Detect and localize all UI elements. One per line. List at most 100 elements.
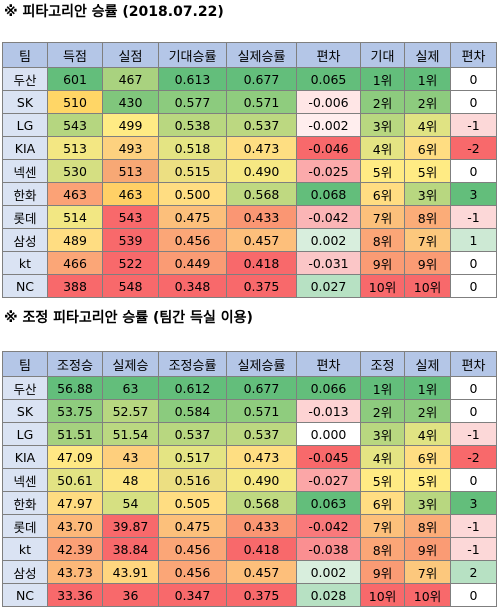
table-cell: 530: [47, 159, 103, 183]
team-name-cell: 넥센: [2, 468, 48, 492]
table-cell: 56.88: [47, 376, 103, 400]
table-cell: 5위: [360, 468, 405, 492]
table-cell: 4위: [404, 422, 451, 446]
table-cell: 47.97: [47, 491, 103, 515]
table-cell: 0.537: [158, 422, 227, 446]
table-cell: 539: [102, 228, 159, 252]
column-header-col4: 조정승률: [158, 351, 227, 377]
table-cell: 0.002: [296, 560, 361, 584]
table-cell: 3: [450, 491, 497, 515]
table-cell: 52.57: [102, 399, 159, 423]
table-cell: 43.73: [47, 560, 103, 584]
table-cell: 9위: [360, 251, 405, 275]
team-name-cell: kt: [2, 537, 48, 561]
table-row: 롯데 43.70 39.87 0.475 0.433 -0.042 7위 8위 -1: [2, 514, 497, 538]
team-name-cell: LG: [2, 422, 48, 446]
team-name-cell: NC: [2, 583, 48, 607]
header-row: 팀 득점 실점 기대승률 실제승률 편차 기대 실제 편차: [2, 42, 497, 68]
table-row: kt 42.39 38.84 0.456 0.418 -0.038 8위 9위 -1: [2, 537, 497, 561]
table-cell: 0.517: [158, 445, 227, 469]
table-cell: 0: [450, 251, 497, 275]
table-cell: 0.537: [226, 113, 297, 137]
column-header-col3: 실점: [102, 42, 159, 68]
table-cell: 466: [47, 251, 103, 275]
table-cell: 0.490: [226, 468, 297, 492]
table-row: 삼성 489 539 0.456 0.457 0.002 8위 7위 1: [2, 228, 497, 252]
table-cell: -0.013: [296, 399, 361, 423]
table-cell: 33.36: [47, 583, 103, 607]
table-cell: 3: [450, 182, 497, 206]
table-cell: 0: [450, 90, 497, 114]
table-row: 넥센 50.61 48 0.516 0.490 -0.027 5위 5위 0: [2, 468, 497, 492]
table-cell: 10위: [360, 583, 405, 607]
table-cell: -1: [450, 514, 497, 538]
table-cell: 0.433: [226, 205, 297, 229]
table-cell: 0.571: [226, 399, 297, 423]
table-cell: 51.51: [47, 422, 103, 446]
table-cell: 463: [102, 182, 159, 206]
adjusted-pythagorean-table: 팀 조정승 실제승 조정승률 실제승률 편차 조정 실제 편차 두산 56.88 63 0.612 0.…: [2, 351, 497, 607]
table-cell: 0.677: [226, 67, 297, 91]
table-cell: 0.537: [226, 422, 297, 446]
table-cell: 38.84: [102, 537, 159, 561]
pythagorean-table: 팀 득점 실점 기대승률 실제승률 편차 기대 실제 편차 두산 601 467 0.613 0.677…: [2, 42, 497, 298]
table-cell: 513: [47, 136, 103, 160]
table-cell: 9위: [360, 560, 405, 584]
table-cell: 1위: [404, 376, 451, 400]
table-cell: 463: [47, 182, 103, 206]
table-row: NC 33.36 36 0.347 0.375 0.028 10위 10위 0: [2, 583, 497, 607]
table-cell: 2: [450, 560, 497, 584]
table-cell: 1위: [360, 376, 405, 400]
table-cell: 6위: [404, 445, 451, 469]
table-cell: 0.456: [158, 537, 227, 561]
team-name-cell: KIA: [2, 445, 48, 469]
table-cell: 0.568: [226, 182, 297, 206]
table-cell: 0: [450, 376, 497, 400]
team-name-cell: 롯데: [2, 205, 48, 229]
column-header-diff: 편차: [296, 351, 361, 377]
table-cell: 6위: [360, 491, 405, 515]
column-header-rank-b: 실제: [404, 351, 451, 377]
table-cell: 1위: [360, 67, 405, 91]
column-header-col2: 조정승: [47, 351, 103, 377]
table-row: LG 51.51 51.54 0.537 0.537 0.000 3위 4위 -1: [2, 422, 497, 446]
team-name-cell: 한화: [2, 182, 48, 206]
table-cell: 543: [102, 205, 159, 229]
table-cell: 514: [47, 205, 103, 229]
table-row: 삼성 43.73 43.91 0.456 0.457 0.002 9위 7위 2: [2, 560, 497, 584]
column-header-col2: 득점: [47, 42, 103, 68]
table-cell: 5위: [404, 159, 451, 183]
team-name-cell: SK: [2, 399, 48, 423]
table-cell: 5위: [404, 468, 451, 492]
table-cell: 0.577: [158, 90, 227, 114]
table-cell: 53.75: [47, 399, 103, 423]
column-header-rank-diff: 편차: [450, 42, 497, 68]
table-cell: 48: [102, 468, 159, 492]
table-cell: 0.613: [158, 67, 227, 91]
table-cell: 0: [450, 399, 497, 423]
table-cell: 7위: [360, 205, 405, 229]
table-cell: 50.61: [47, 468, 103, 492]
team-name-cell: KIA: [2, 136, 48, 160]
table-cell: 9위: [404, 537, 451, 561]
section-title: ※ 피타고리안 승률 (2018.07.22): [4, 4, 224, 20]
table-cell: 8위: [404, 514, 451, 538]
table-cell: 5위: [360, 159, 405, 183]
table-cell: -0.042: [296, 514, 361, 538]
table-row: 두산 601 467 0.613 0.677 0.065 1위 1위 0: [2, 67, 497, 91]
section-title: ※ 조정 피타고리안 승률 (팀간 득실 이용): [4, 310, 253, 326]
table-cell: 0: [450, 468, 497, 492]
table-cell: 9위: [404, 251, 451, 275]
table-cell: 0.000: [296, 422, 361, 446]
table-cell: -1: [450, 113, 497, 137]
table-cell: -0.025: [296, 159, 361, 183]
table-cell: 1: [450, 228, 497, 252]
table-cell: -0.027: [296, 468, 361, 492]
column-header-diff: 편차: [296, 42, 361, 68]
table-row: SK 53.75 52.57 0.584 0.571 -0.013 2위 2위 0: [2, 399, 497, 423]
table-row: kt 466 522 0.449 0.418 -0.031 9위 9위 0: [2, 251, 497, 275]
table-cell: 493: [102, 136, 159, 160]
table-cell: 2위: [360, 399, 405, 423]
column-header-rank-b: 실제: [404, 42, 451, 68]
table-cell: 3위: [360, 113, 405, 137]
